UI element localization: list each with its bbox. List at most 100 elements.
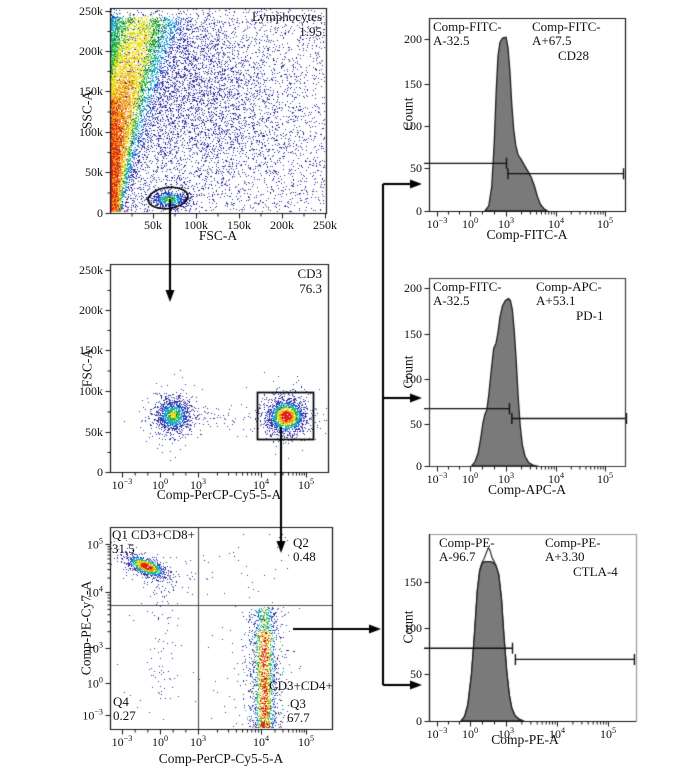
y-tick-label: 103 <box>86 640 103 656</box>
histogram-positive-gate-label: Comp-PE- <box>545 535 601 550</box>
x-tick-label: 103 <box>497 216 515 231</box>
y-tick-label: 150k <box>79 343 103 357</box>
histogram-negative-gate-label: A-96.7 <box>439 549 476 564</box>
histogram-negative-gate-label: Comp-PE- <box>439 535 495 550</box>
x-tick-label: 104 <box>252 734 270 749</box>
y-tick-label: 50 <box>410 667 422 681</box>
x-axis-label: FSC-A <box>198 228 238 243</box>
y-tick-label: 0 <box>416 204 422 218</box>
y-tick-label: 104 <box>86 584 103 600</box>
y-tick-label: 150 <box>404 575 422 589</box>
histogram-positive-gate-label: A+3.30 <box>545 549 585 564</box>
y-tick-label: 0 <box>97 206 103 220</box>
y-tick-label: 10−3 <box>82 707 103 723</box>
gate-label-lymphocytes: 1.95 <box>299 24 322 39</box>
y-tick-label: 100 <box>404 372 422 386</box>
x-tick-label: 150k <box>227 218 251 232</box>
y-axis-label: Count <box>400 355 416 389</box>
histogram-positive-gate-label: Comp-FITC- <box>532 19 601 34</box>
quadrant-q3-extra: CD3+CD4+ <box>269 678 333 693</box>
y-tick-label: 50k <box>85 425 103 439</box>
x-tick-label: 100 <box>461 726 479 741</box>
histogram-marker-label: CTLA-4 <box>573 564 618 579</box>
y-tick-label: 0 <box>416 714 422 728</box>
y-tick-label: 200k <box>79 303 103 317</box>
x-tick-label: 10−3 <box>426 726 448 741</box>
y-axis-label: FSC-A <box>79 348 95 388</box>
x-tick-label: 105 <box>297 477 315 492</box>
y-tick-label: 250k <box>79 263 103 277</box>
histogram-positive-gate-label: A+67.5 <box>532 33 572 48</box>
gate-label-cd3: 76.3 <box>299 281 322 296</box>
y-tick-label: 100 <box>404 119 422 133</box>
x-tick-label: 103 <box>497 471 515 486</box>
quadrant-q4-label: Q4 <box>113 694 129 709</box>
x-tick-label: 100 <box>461 471 479 486</box>
gate-label-cd3: CD3 <box>297 266 322 281</box>
y-axis-label: Count <box>400 97 416 131</box>
quadrant-q4-value: 0.27 <box>113 708 136 723</box>
y-axis-label: SSC-A <box>79 90 95 130</box>
x-tick-label: 50k <box>144 218 162 232</box>
y-tick-label: 50 <box>410 161 422 175</box>
y-tick-label: 100 <box>86 675 103 691</box>
x-tick-label: 104 <box>547 216 565 231</box>
x-tick-label: 103 <box>497 726 515 741</box>
x-tick-label: 104 <box>252 477 270 492</box>
x-axis-label: Comp-APC-A <box>487 482 567 497</box>
y-tick-label: 0 <box>416 459 422 473</box>
gate-label-lymphocytes: Lymphocytes <box>251 9 322 24</box>
x-tick-label: 10−3 <box>426 471 448 486</box>
y-tick-label: 150 <box>404 327 422 341</box>
y-tick-label: 100k <box>79 384 103 398</box>
quadrant-q3-value: 67.7 <box>287 710 310 725</box>
x-tick-label: 105 <box>297 734 315 749</box>
x-tick-label: 200k <box>270 218 294 232</box>
y-tick-label: 50k <box>85 165 103 179</box>
quadrant-q1-label: Q1 CD3+CD8+ <box>112 527 195 542</box>
quadrant-q1-value: 31.5 <box>112 541 135 556</box>
y-tick-label: 0 <box>97 465 103 479</box>
x-tick-label: 100k <box>184 218 208 232</box>
x-tick-label: 100 <box>461 216 479 231</box>
x-tick-label: 104 <box>548 726 566 741</box>
x-tick-label: 105 <box>599 726 617 741</box>
x-tick-label: 100 <box>151 477 169 492</box>
quadrant-q2-value: 0.48 <box>293 549 316 564</box>
quadrant-q3-label: Q3 <box>290 696 306 711</box>
y-tick-label: 50 <box>410 417 422 431</box>
y-tick-label: 250k <box>79 4 103 18</box>
x-tick-label: 100 <box>151 734 169 749</box>
x-tick-label: 103 <box>189 734 207 749</box>
x-tick-label: 104 <box>547 471 565 486</box>
histogram-negative-gate-label: A-32.5 <box>433 293 470 308</box>
y-tick-label: 150k <box>79 84 103 98</box>
x-axis-label: Comp-PE-A <box>491 732 559 747</box>
x-tick-label: 10−3 <box>426 216 448 231</box>
histogram-negative-gate-label: Comp-FITC- <box>433 279 502 294</box>
x-tick-label: 10−3 <box>111 734 133 749</box>
histogram-positive-gate-label: Comp-APC- <box>536 279 602 294</box>
histogram-positive-gate-label: A+53.1 <box>536 293 576 308</box>
y-tick-label: 200 <box>404 32 422 46</box>
x-tick-label: 103 <box>189 477 207 492</box>
y-tick-label: 200 <box>404 281 422 295</box>
x-tick-label: 250k <box>313 218 337 232</box>
y-tick-label: 105 <box>86 536 103 552</box>
x-axis-label: Comp-PerCP-Cy5-5-A <box>158 751 284 766</box>
y-tick-label: 100 <box>404 621 422 635</box>
x-tick-label: 10−3 <box>111 477 133 492</box>
y-tick-label: 100k <box>79 125 103 139</box>
x-tick-label: 105 <box>596 471 614 486</box>
quadrant-q2-label: Q2 <box>293 535 309 550</box>
x-axis-label: Comp-PerCP-Cy5-5-A <box>156 487 282 502</box>
y-axis-label: Comp-PE-Cy7-A <box>78 580 94 676</box>
y-tick-label: 200k <box>79 44 103 58</box>
histogram-marker-label: CD28 <box>558 48 590 63</box>
histogram-marker-label: PD-1 <box>576 308 604 323</box>
y-axis-label: Count <box>400 610 416 644</box>
x-tick-label: 105 <box>596 216 614 231</box>
y-tick-label: 150 <box>404 77 422 91</box>
